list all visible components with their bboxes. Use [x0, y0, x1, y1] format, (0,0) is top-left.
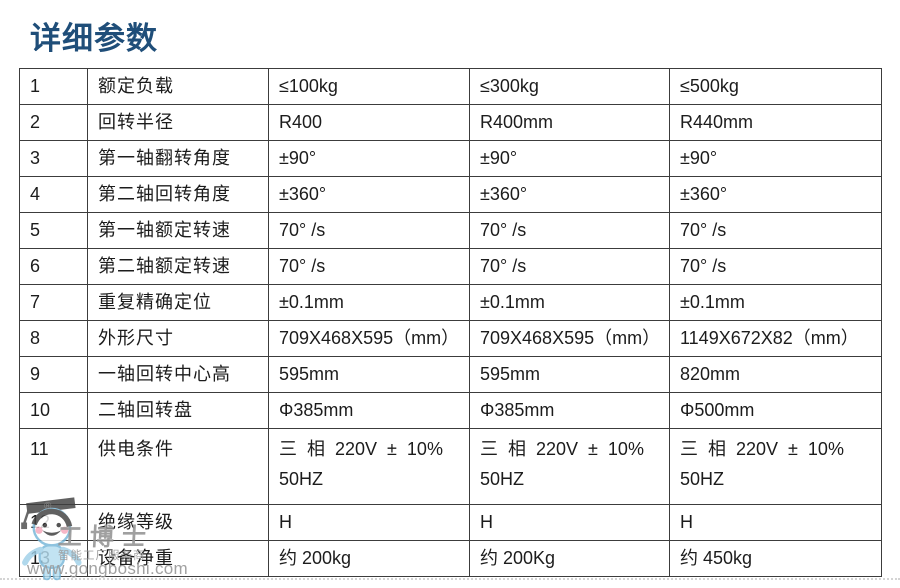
- param-value-cell: Φ385mm: [268, 392, 470, 429]
- table-row: 9 一轴回转中心高 595mm 595mm 820mm: [19, 356, 882, 393]
- row-number-cell: 12: [19, 504, 88, 541]
- param-value-cell: ±90°: [268, 140, 470, 177]
- param-label-cell: 第二轴回转角度: [87, 176, 269, 213]
- param-label-cell: 绝缘等级: [87, 504, 269, 541]
- param-value-cell: ≤100kg: [268, 68, 470, 105]
- param-value-cell: ±360°: [268, 176, 470, 213]
- param-label-cell: 供电条件: [87, 428, 269, 505]
- param-value-cell: H: [669, 504, 882, 541]
- row-number-cell: 5: [19, 212, 88, 249]
- table-row: 13 设备净重 约 200kg 约 200Kg 约 450kg: [19, 540, 882, 577]
- row-number-cell: 1: [19, 68, 88, 105]
- param-value-cell: R400: [268, 104, 470, 141]
- param-value-cell: ±360°: [669, 176, 882, 213]
- row-number-cell: 13: [19, 540, 88, 577]
- param-value-cell: 70° /s: [469, 248, 670, 285]
- param-value-cell: 595mm: [268, 356, 470, 393]
- param-value-cell: 1149X672X82（mm）: [669, 320, 882, 357]
- page-title: 详细参数: [30, 21, 158, 56]
- param-value-cell: ±90°: [469, 140, 670, 177]
- param-value-cell: ±360°: [469, 176, 670, 213]
- table-row: 1 额定负载 ≤100kg ≤300kg ≤500kg: [19, 68, 882, 105]
- row-number-cell: 3: [19, 140, 88, 177]
- param-value-cell: 70° /s: [268, 212, 470, 249]
- table-row: 8 外形尺寸 709X468X595（mm） 709X468X595（mm） 1…: [19, 320, 882, 357]
- table-row: 11 供电条件 三 相 220V ± 10% 50HZ 三 相 220V ± 1…: [19, 428, 882, 505]
- param-value-cell: ≤300kg: [469, 68, 670, 105]
- param-value-cell: 70° /s: [469, 212, 670, 249]
- table-row: 4 第二轴回转角度 ±360° ±360° ±360°: [19, 176, 882, 213]
- param-value-cell: 70° /s: [268, 248, 470, 285]
- param-label-cell: 第二轴额定转速: [87, 248, 269, 285]
- param-value-cell: H: [268, 504, 470, 541]
- table-row: 10 二轴回转盘 Φ385mm Φ385mm Φ500mm: [19, 392, 882, 429]
- param-label-cell: 外形尺寸: [87, 320, 269, 357]
- row-number-cell: 8: [19, 320, 88, 357]
- param-value-cell: Φ385mm: [469, 392, 670, 429]
- param-value-cell: ±0.1mm: [669, 284, 882, 321]
- parameters-table: 1 额定负载 ≤100kg ≤300kg ≤500kg 2 回转半径 R400 …: [19, 68, 882, 577]
- param-label-cell: 回转半径: [87, 104, 269, 141]
- param-value-cell: 709X468X595（mm）: [469, 320, 670, 357]
- param-value-cell: H: [469, 504, 670, 541]
- param-label-cell: 设备净重: [87, 540, 269, 577]
- row-number-cell: 10: [19, 392, 88, 429]
- param-label-cell: 第一轴额定转速: [87, 212, 269, 249]
- table-row: 6 第二轴额定转速 70° /s 70° /s 70° /s: [19, 248, 882, 285]
- table-row: 7 重复精确定位 ±0.1mm ±0.1mm ±0.1mm: [19, 284, 882, 321]
- param-label-cell: 重复精确定位: [87, 284, 269, 321]
- param-value-cell: 约 200kg: [268, 540, 470, 577]
- param-value-cell: 三 相 220V ± 10% 50HZ: [469, 428, 670, 505]
- param-label-cell: 额定负载: [87, 68, 269, 105]
- param-value-cell: R400mm: [469, 104, 670, 141]
- param-value-cell: 约 200Kg: [469, 540, 670, 577]
- param-value-cell: ≤500kg: [669, 68, 882, 105]
- param-value-cell: 70° /s: [669, 248, 882, 285]
- table-row: 3 第一轴翻转角度 ±90° ±90° ±90°: [19, 140, 882, 177]
- row-number-cell: 11: [19, 428, 88, 505]
- param-label-cell: 第一轴翻转角度: [87, 140, 269, 177]
- table-row: 2 回转半径 R400 R400mm R440mm: [19, 104, 882, 141]
- row-number-cell: 2: [19, 104, 88, 141]
- table-row: 12 绝缘等级 H H H: [19, 504, 882, 541]
- param-value-cell: ±0.1mm: [469, 284, 670, 321]
- row-number-cell: 4: [19, 176, 88, 213]
- param-value-cell: 70° /s: [669, 212, 882, 249]
- param-value-cell: R440mm: [669, 104, 882, 141]
- param-value-cell: Φ500mm: [669, 392, 882, 429]
- param-label-cell: 一轴回转中心高: [87, 356, 269, 393]
- page-bottom-edge: [0, 578, 900, 580]
- row-number-cell: 9: [19, 356, 88, 393]
- param-value-cell: 595mm: [469, 356, 670, 393]
- param-label-cell: 二轴回转盘: [87, 392, 269, 429]
- param-value-cell: 820mm: [669, 356, 882, 393]
- row-number-cell: 7: [19, 284, 88, 321]
- param-value-cell: ±0.1mm: [268, 284, 470, 321]
- param-value-cell: ±90°: [669, 140, 882, 177]
- param-value-cell: 三 相 220V ± 10% 50HZ: [669, 428, 882, 505]
- param-value-cell: 约 450kg: [669, 540, 882, 577]
- row-number-cell: 6: [19, 248, 88, 285]
- param-value-cell: 709X468X595（mm）: [268, 320, 470, 357]
- table-row: 5 第一轴额定转速 70° /s 70° /s 70° /s: [19, 212, 882, 249]
- param-value-cell: 三 相 220V ± 10% 50HZ: [268, 428, 470, 505]
